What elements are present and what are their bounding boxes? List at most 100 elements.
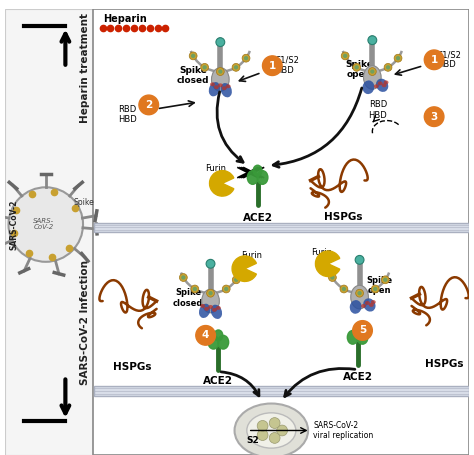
Ellipse shape — [347, 330, 358, 344]
Text: HSPGs: HSPGs — [324, 212, 362, 222]
Ellipse shape — [212, 308, 217, 312]
Circle shape — [356, 289, 364, 297]
Ellipse shape — [257, 171, 268, 184]
FancyBboxPatch shape — [94, 222, 469, 233]
Ellipse shape — [350, 300, 362, 314]
Circle shape — [191, 285, 199, 293]
Circle shape — [368, 36, 377, 45]
Text: Furin: Furin — [241, 252, 262, 260]
Circle shape — [394, 54, 402, 62]
Text: Heparin treatment: Heparin treatment — [80, 13, 90, 123]
Circle shape — [242, 54, 250, 62]
Ellipse shape — [204, 307, 209, 311]
FancyBboxPatch shape — [93, 229, 469, 455]
Ellipse shape — [218, 335, 228, 349]
Ellipse shape — [226, 84, 231, 88]
Ellipse shape — [211, 68, 229, 91]
Circle shape — [180, 273, 187, 282]
Circle shape — [207, 289, 214, 297]
Circle shape — [232, 63, 240, 71]
Text: 3: 3 — [430, 111, 438, 121]
Text: S1/S2
HBD: S1/S2 HBD — [275, 56, 299, 76]
Ellipse shape — [200, 304, 205, 308]
Ellipse shape — [361, 304, 366, 308]
Circle shape — [373, 287, 377, 291]
Circle shape — [370, 70, 374, 74]
Circle shape — [343, 54, 347, 58]
Circle shape — [368, 68, 376, 76]
Ellipse shape — [211, 305, 222, 319]
Circle shape — [196, 326, 215, 345]
Text: Spike
open: Spike open — [346, 60, 374, 79]
Circle shape — [355, 255, 364, 264]
Text: Spike
closed: Spike closed — [173, 288, 203, 308]
Ellipse shape — [374, 84, 379, 88]
Ellipse shape — [208, 305, 213, 309]
Circle shape — [234, 65, 238, 70]
Circle shape — [218, 70, 222, 74]
Circle shape — [340, 285, 348, 293]
Text: 1: 1 — [269, 61, 276, 71]
Text: SARS-: SARS- — [33, 217, 55, 223]
Text: 1: 1 — [430, 55, 438, 65]
Ellipse shape — [222, 86, 227, 90]
Ellipse shape — [378, 81, 383, 85]
Ellipse shape — [247, 413, 296, 448]
Circle shape — [139, 95, 158, 115]
Wedge shape — [232, 256, 256, 282]
Text: 2: 2 — [145, 100, 152, 110]
Ellipse shape — [376, 79, 388, 92]
Ellipse shape — [371, 300, 376, 304]
Circle shape — [277, 425, 288, 436]
FancyBboxPatch shape — [94, 386, 469, 396]
Text: RBD
HBD: RBD HBD — [118, 105, 137, 124]
Ellipse shape — [382, 83, 387, 87]
Ellipse shape — [351, 285, 368, 309]
FancyBboxPatch shape — [5, 9, 93, 455]
Text: 5: 5 — [359, 325, 366, 335]
Ellipse shape — [353, 325, 362, 336]
Circle shape — [257, 430, 268, 440]
Circle shape — [355, 65, 359, 70]
Ellipse shape — [363, 81, 374, 94]
Circle shape — [217, 68, 224, 76]
Circle shape — [202, 65, 207, 70]
Circle shape — [424, 107, 444, 126]
Circle shape — [383, 278, 387, 282]
Circle shape — [232, 276, 240, 284]
Text: S1/S2
HBD: S1/S2 HBD — [437, 50, 461, 70]
Circle shape — [244, 56, 248, 61]
Text: HSPGs: HSPGs — [113, 362, 151, 372]
Circle shape — [216, 38, 225, 46]
Ellipse shape — [365, 301, 370, 305]
Text: CoV-2: CoV-2 — [34, 224, 54, 231]
Ellipse shape — [253, 165, 262, 176]
Text: Furin: Furin — [311, 248, 332, 257]
Text: Spike
open: Spike open — [366, 276, 392, 295]
Text: S2: S2 — [246, 436, 259, 445]
Wedge shape — [210, 171, 234, 196]
Text: ACE2: ACE2 — [243, 212, 273, 222]
Circle shape — [330, 275, 335, 280]
Text: SARS-CoV-2 Infection: SARS-CoV-2 Infection — [80, 260, 90, 385]
Circle shape — [269, 433, 280, 443]
Text: 4: 4 — [202, 330, 210, 340]
Circle shape — [9, 187, 83, 262]
Circle shape — [353, 63, 361, 71]
Circle shape — [201, 63, 209, 71]
Ellipse shape — [235, 404, 308, 455]
Circle shape — [191, 54, 195, 58]
Circle shape — [234, 278, 238, 282]
Circle shape — [224, 287, 228, 291]
Circle shape — [206, 259, 215, 268]
Ellipse shape — [214, 85, 219, 89]
Circle shape — [263, 56, 282, 76]
Ellipse shape — [383, 81, 389, 84]
Ellipse shape — [216, 306, 221, 310]
Ellipse shape — [218, 83, 223, 87]
Circle shape — [257, 420, 268, 431]
Text: Spike: Spike — [73, 198, 94, 207]
Ellipse shape — [369, 303, 374, 307]
Ellipse shape — [210, 82, 215, 86]
Text: HSPGs: HSPGs — [425, 359, 463, 369]
